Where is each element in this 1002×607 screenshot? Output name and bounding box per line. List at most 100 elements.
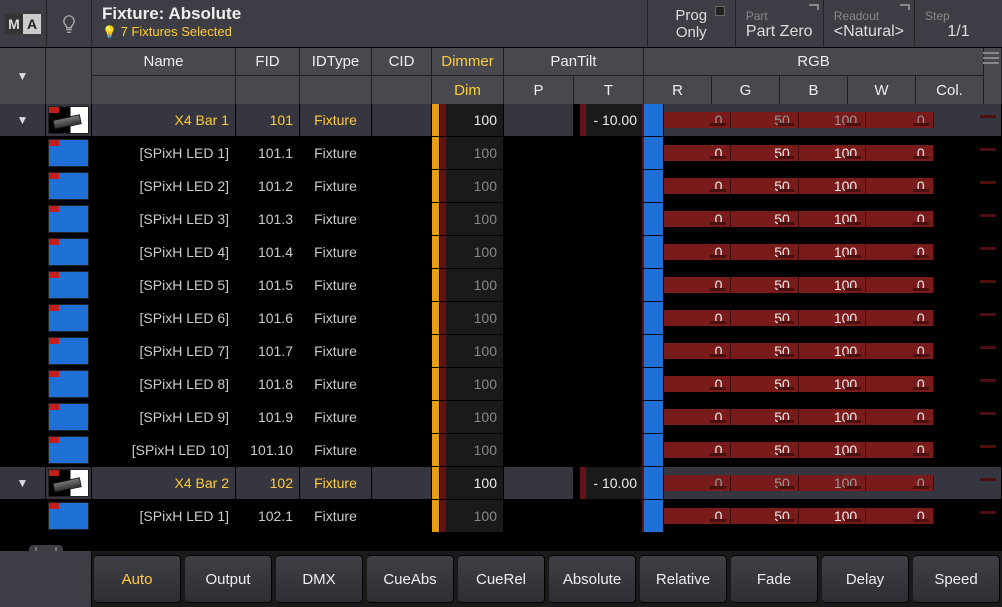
cell-w[interactable]: 0 [866, 442, 933, 458]
cell-fid[interactable]: 101.3 [236, 203, 300, 235]
col-dimmer[interactable]: DimmerDim [432, 48, 504, 104]
cell-b[interactable]: 100 [799, 112, 866, 128]
tab-prog-only[interactable]: Prog Only [647, 0, 735, 47]
cell-fid[interactable]: 101.9 [236, 401, 300, 433]
cell-dim[interactable]: 100 [440, 500, 504, 532]
cell-name[interactable]: [SPixH LED 1] [92, 500, 236, 532]
cell-r[interactable]: 0 [664, 508, 731, 524]
cell-w[interactable]: 0 [866, 310, 933, 326]
fixture-thumbnail[interactable] [46, 302, 92, 334]
cell-name[interactable]: [SPixH LED 2] [92, 170, 236, 202]
mode-button-auto[interactable]: Auto [94, 555, 181, 603]
fixture-grid[interactable]: ▼X4 Bar 1101Fixture100- 10.000501000[SPi… [0, 104, 1002, 596]
cell-w[interactable]: 0 [866, 112, 933, 128]
cell-idtype[interactable]: Fixture [300, 434, 372, 466]
cell-fid[interactable]: 101.10 [236, 434, 300, 466]
fixture-thumbnail[interactable] [46, 104, 92, 136]
cell-cid[interactable] [372, 203, 432, 235]
cell-pan[interactable] [504, 236, 574, 268]
cell-cid[interactable] [372, 137, 432, 169]
table-row[interactable]: [SPixH LED 1]101.1Fixture1000501000 [0, 137, 1002, 170]
cell-pan[interactable] [504, 368, 574, 400]
cell-g[interactable]: 50 [731, 442, 798, 458]
cell-pan[interactable] [504, 302, 574, 334]
cell-name[interactable]: [SPixH LED 1] [92, 137, 236, 169]
cell-idtype[interactable]: Fixture [300, 236, 372, 268]
cell-b[interactable]: 100 [799, 343, 866, 359]
cell-b[interactable]: 100 [799, 508, 866, 524]
cell-name[interactable]: X4 Bar 2 [92, 467, 236, 499]
fixture-thumbnail[interactable] [46, 500, 92, 532]
cell-g[interactable]: 50 [731, 475, 798, 491]
hint-icon[interactable] [46, 0, 92, 47]
table-row[interactable]: [SPixH LED 6]101.6Fixture1000501000 [0, 302, 1002, 335]
cell-w[interactable]: 0 [866, 178, 933, 194]
col-menu[interactable] [984, 48, 1002, 104]
cell-cid[interactable] [372, 170, 432, 202]
cell-w[interactable]: 0 [866, 244, 933, 260]
table-row[interactable]: [SPixH LED 9]101.9Fixture1000501000 [0, 401, 1002, 434]
cell-fid[interactable]: 101.8 [236, 368, 300, 400]
cell-tilt[interactable] [574, 368, 644, 400]
cell-g[interactable]: 50 [731, 244, 798, 260]
cell-dim[interactable]: 100 [440, 401, 504, 433]
row-expand-toggle[interactable]: ▼ [0, 467, 46, 499]
col-name[interactable]: Name [92, 48, 236, 104]
cell-name[interactable]: X4 Bar 1 [92, 104, 236, 136]
row-expand-toggle[interactable] [0, 203, 46, 235]
cell-g[interactable]: 50 [731, 178, 798, 194]
cell-dim[interactable]: 100 [440, 302, 504, 334]
cell-name[interactable]: [SPixH LED 5] [92, 269, 236, 301]
cell-idtype[interactable]: Fixture [300, 137, 372, 169]
cell-pan[interactable] [504, 335, 574, 367]
row-expand-toggle[interactable] [0, 170, 46, 202]
cell-tilt[interactable] [574, 236, 644, 268]
cell-dim[interactable]: 100 [440, 467, 504, 499]
cell-tilt[interactable] [574, 434, 644, 466]
col-idtype[interactable]: IDType [300, 48, 372, 104]
logo-ma[interactable]: MA [0, 0, 46, 47]
cell-b[interactable]: 100 [799, 376, 866, 392]
cell-pan[interactable] [504, 500, 574, 532]
table-row[interactable]: [SPixH LED 10]101.10Fixture1000501000 [0, 434, 1002, 467]
bottom-handle[interactable] [0, 551, 92, 607]
cell-fid[interactable]: 101.1 [236, 137, 300, 169]
table-row[interactable]: [SPixH LED 5]101.5Fixture1000501000 [0, 269, 1002, 302]
col-fid[interactable]: FID [236, 48, 300, 104]
cell-idtype[interactable]: Fixture [300, 500, 372, 532]
mode-button-absolute[interactable]: Absolute [549, 555, 636, 603]
table-row[interactable]: [SPixH LED 1]102.1Fixture1000501000 [0, 500, 1002, 533]
cell-w[interactable]: 0 [866, 475, 933, 491]
cell-w[interactable]: 0 [866, 508, 933, 524]
row-expand-toggle[interactable] [0, 401, 46, 433]
cell-tilt[interactable] [574, 170, 644, 202]
cell-pan[interactable] [504, 434, 574, 466]
cell-g[interactable]: 50 [731, 145, 798, 161]
table-row[interactable]: [SPixH LED 4]101.4Fixture1000501000 [0, 236, 1002, 269]
col-rgb[interactable]: RGB R G B W Col. [644, 48, 984, 104]
cell-name[interactable]: [SPixH LED 9] [92, 401, 236, 433]
cell-name[interactable]: [SPixH LED 3] [92, 203, 236, 235]
expand-all-toggle[interactable]: ▼ [0, 48, 46, 104]
table-row[interactable]: [SPixH LED 3]101.3Fixture1000501000 [0, 203, 1002, 236]
table-row[interactable]: [SPixH LED 8]101.8Fixture1000501000 [0, 368, 1002, 401]
row-expand-toggle[interactable] [0, 236, 46, 268]
fixture-thumbnail[interactable] [46, 467, 92, 499]
cell-b[interactable]: 100 [799, 310, 866, 326]
table-row[interactable]: [SPixH LED 7]101.7Fixture1000501000 [0, 335, 1002, 368]
fixture-thumbnail[interactable] [46, 236, 92, 268]
cell-r[interactable]: 0 [664, 211, 731, 227]
cell-fid[interactable]: 101.6 [236, 302, 300, 334]
row-expand-toggle[interactable] [0, 302, 46, 334]
cell-dim[interactable]: 100 [440, 368, 504, 400]
cell-g[interactable]: 50 [731, 310, 798, 326]
cell-idtype[interactable]: Fixture [300, 269, 372, 301]
cell-dim[interactable]: 100 [440, 104, 504, 136]
fixture-thumbnail[interactable] [46, 170, 92, 202]
cell-idtype[interactable]: Fixture [300, 368, 372, 400]
cell-dim[interactable]: 100 [440, 203, 504, 235]
cell-b[interactable]: 100 [799, 475, 866, 491]
table-row[interactable]: ▼X4 Bar 2102Fixture100- 10.000501000 [0, 467, 1002, 500]
cell-b[interactable]: 100 [799, 244, 866, 260]
cell-r[interactable]: 0 [664, 376, 731, 392]
